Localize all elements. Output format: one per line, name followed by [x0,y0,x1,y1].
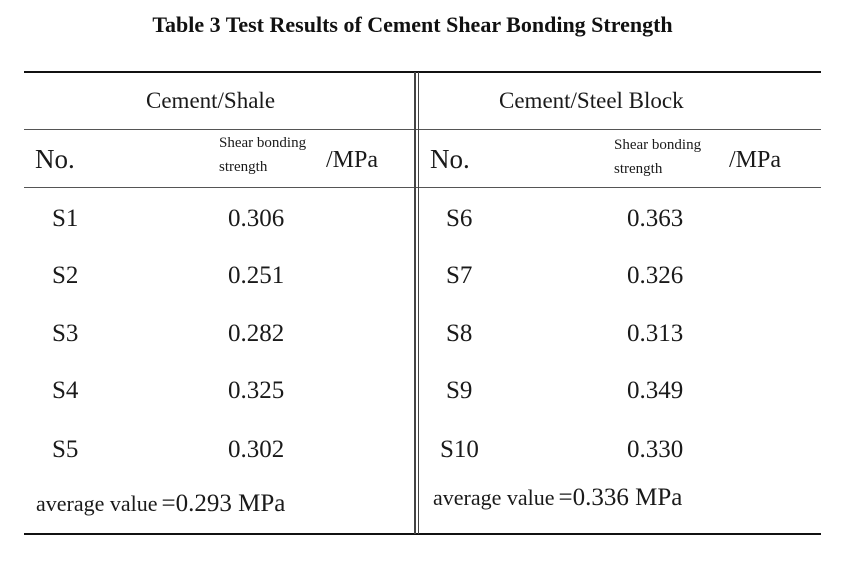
average-value: =0.293 MPa [161,490,286,517]
sample-id: S10 [440,436,479,463]
strength-value: 0.313 [627,320,684,347]
table-title: Table 3 Test Results of Cement Shear Bon… [152,12,673,37]
strength-value: 0.302 [228,436,285,463]
strength-value: 0.251 [228,262,285,289]
column-divider-left [414,72,416,534]
strength-label-line1: Shear bonding [614,137,702,153]
sample-id: S3 [52,320,79,347]
average-row: average value =0.293 MPa [36,490,285,518]
group-header-cement-steel-block: Cement/Steel Block [499,88,684,113]
strength-label-line2: strength [219,159,268,175]
average-label: average value [433,485,555,510]
sample-id: S7 [446,262,473,289]
group-header-cement-shale: Cement/Shale [146,88,276,113]
sample-id: S1 [52,205,79,232]
strength-value: 0.326 [627,262,684,289]
sample-id: S5 [52,436,79,463]
strength-value: 0.306 [228,205,285,232]
strength-value: 0.325 [228,377,285,404]
strength-value: 0.363 [627,205,684,232]
average-label: average value [36,491,158,516]
strength-value: 0.282 [228,320,285,347]
column-header-strength: Shear bonding strength [219,131,306,179]
average-value: =0.336 MPa [558,484,683,511]
bottom-rule [24,533,821,535]
sample-id: S6 [446,205,473,232]
sample-id: S4 [52,377,79,404]
strength-label-line1: Shear bonding [219,135,307,151]
strength-label-line2: strength [614,161,663,177]
strength-value: 0.349 [627,377,684,404]
column-header-unit: /MPa [326,147,379,173]
column-header-unit: /MPa [729,147,782,173]
top-rule [24,71,821,73]
sample-id: S8 [446,320,473,347]
column-header-strength: Shear bonding strength [614,133,701,181]
column-header-no: No. [35,144,75,174]
column-divider-right [418,72,419,534]
group-header-rule [24,129,821,130]
column-header-no: No. [430,144,470,174]
strength-value: 0.330 [627,436,684,463]
average-row: average value =0.336 MPa [433,484,682,512]
sample-id: S9 [446,377,473,404]
sample-id: S2 [52,262,79,289]
column-header-rule [24,187,821,188]
